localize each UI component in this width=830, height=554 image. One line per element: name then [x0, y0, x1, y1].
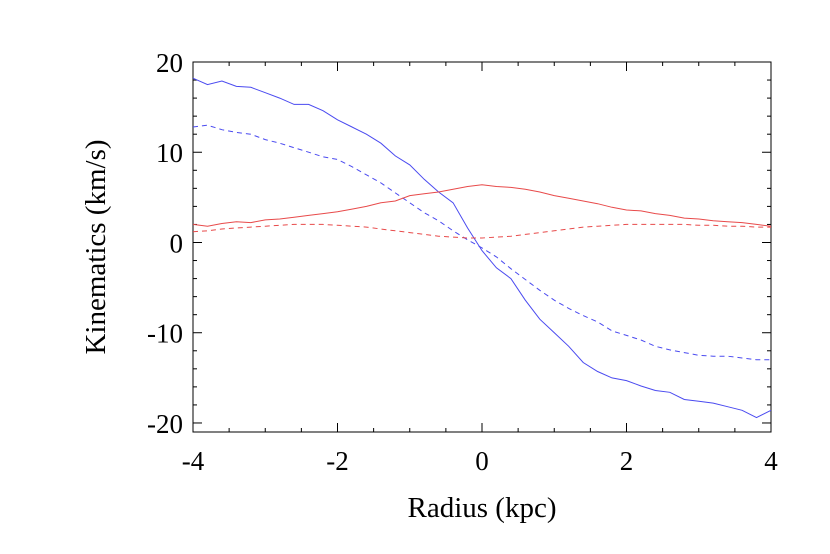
- red-solid-line: [192, 184, 772, 227]
- x-tick-label: -4: [182, 446, 205, 476]
- y-tick-label: -10: [147, 319, 183, 349]
- y-tick-label: -20: [147, 409, 183, 439]
- series-layer: [192, 77, 772, 419]
- blue-dashed-line: [192, 124, 771, 361]
- plot-frame: [192, 61, 772, 433]
- x-tick-label: 2: [620, 446, 634, 476]
- blue-solid-line: [192, 77, 772, 419]
- x-tick-label: -2: [326, 446, 349, 476]
- y-axis-title: Kinematics (km/s): [80, 139, 112, 354]
- y-tick-label: 10: [156, 138, 183, 168]
- x-axis-title: Radius (kpc): [408, 492, 557, 524]
- y-tick-label: 0: [170, 228, 184, 258]
- red-dashed-line: [192, 223, 771, 239]
- x-tick-label: 4: [764, 446, 778, 476]
- y-tick-label: 20: [156, 48, 183, 78]
- x-tick-label: 0: [475, 446, 489, 476]
- axis-ticks: [192, 61, 772, 432]
